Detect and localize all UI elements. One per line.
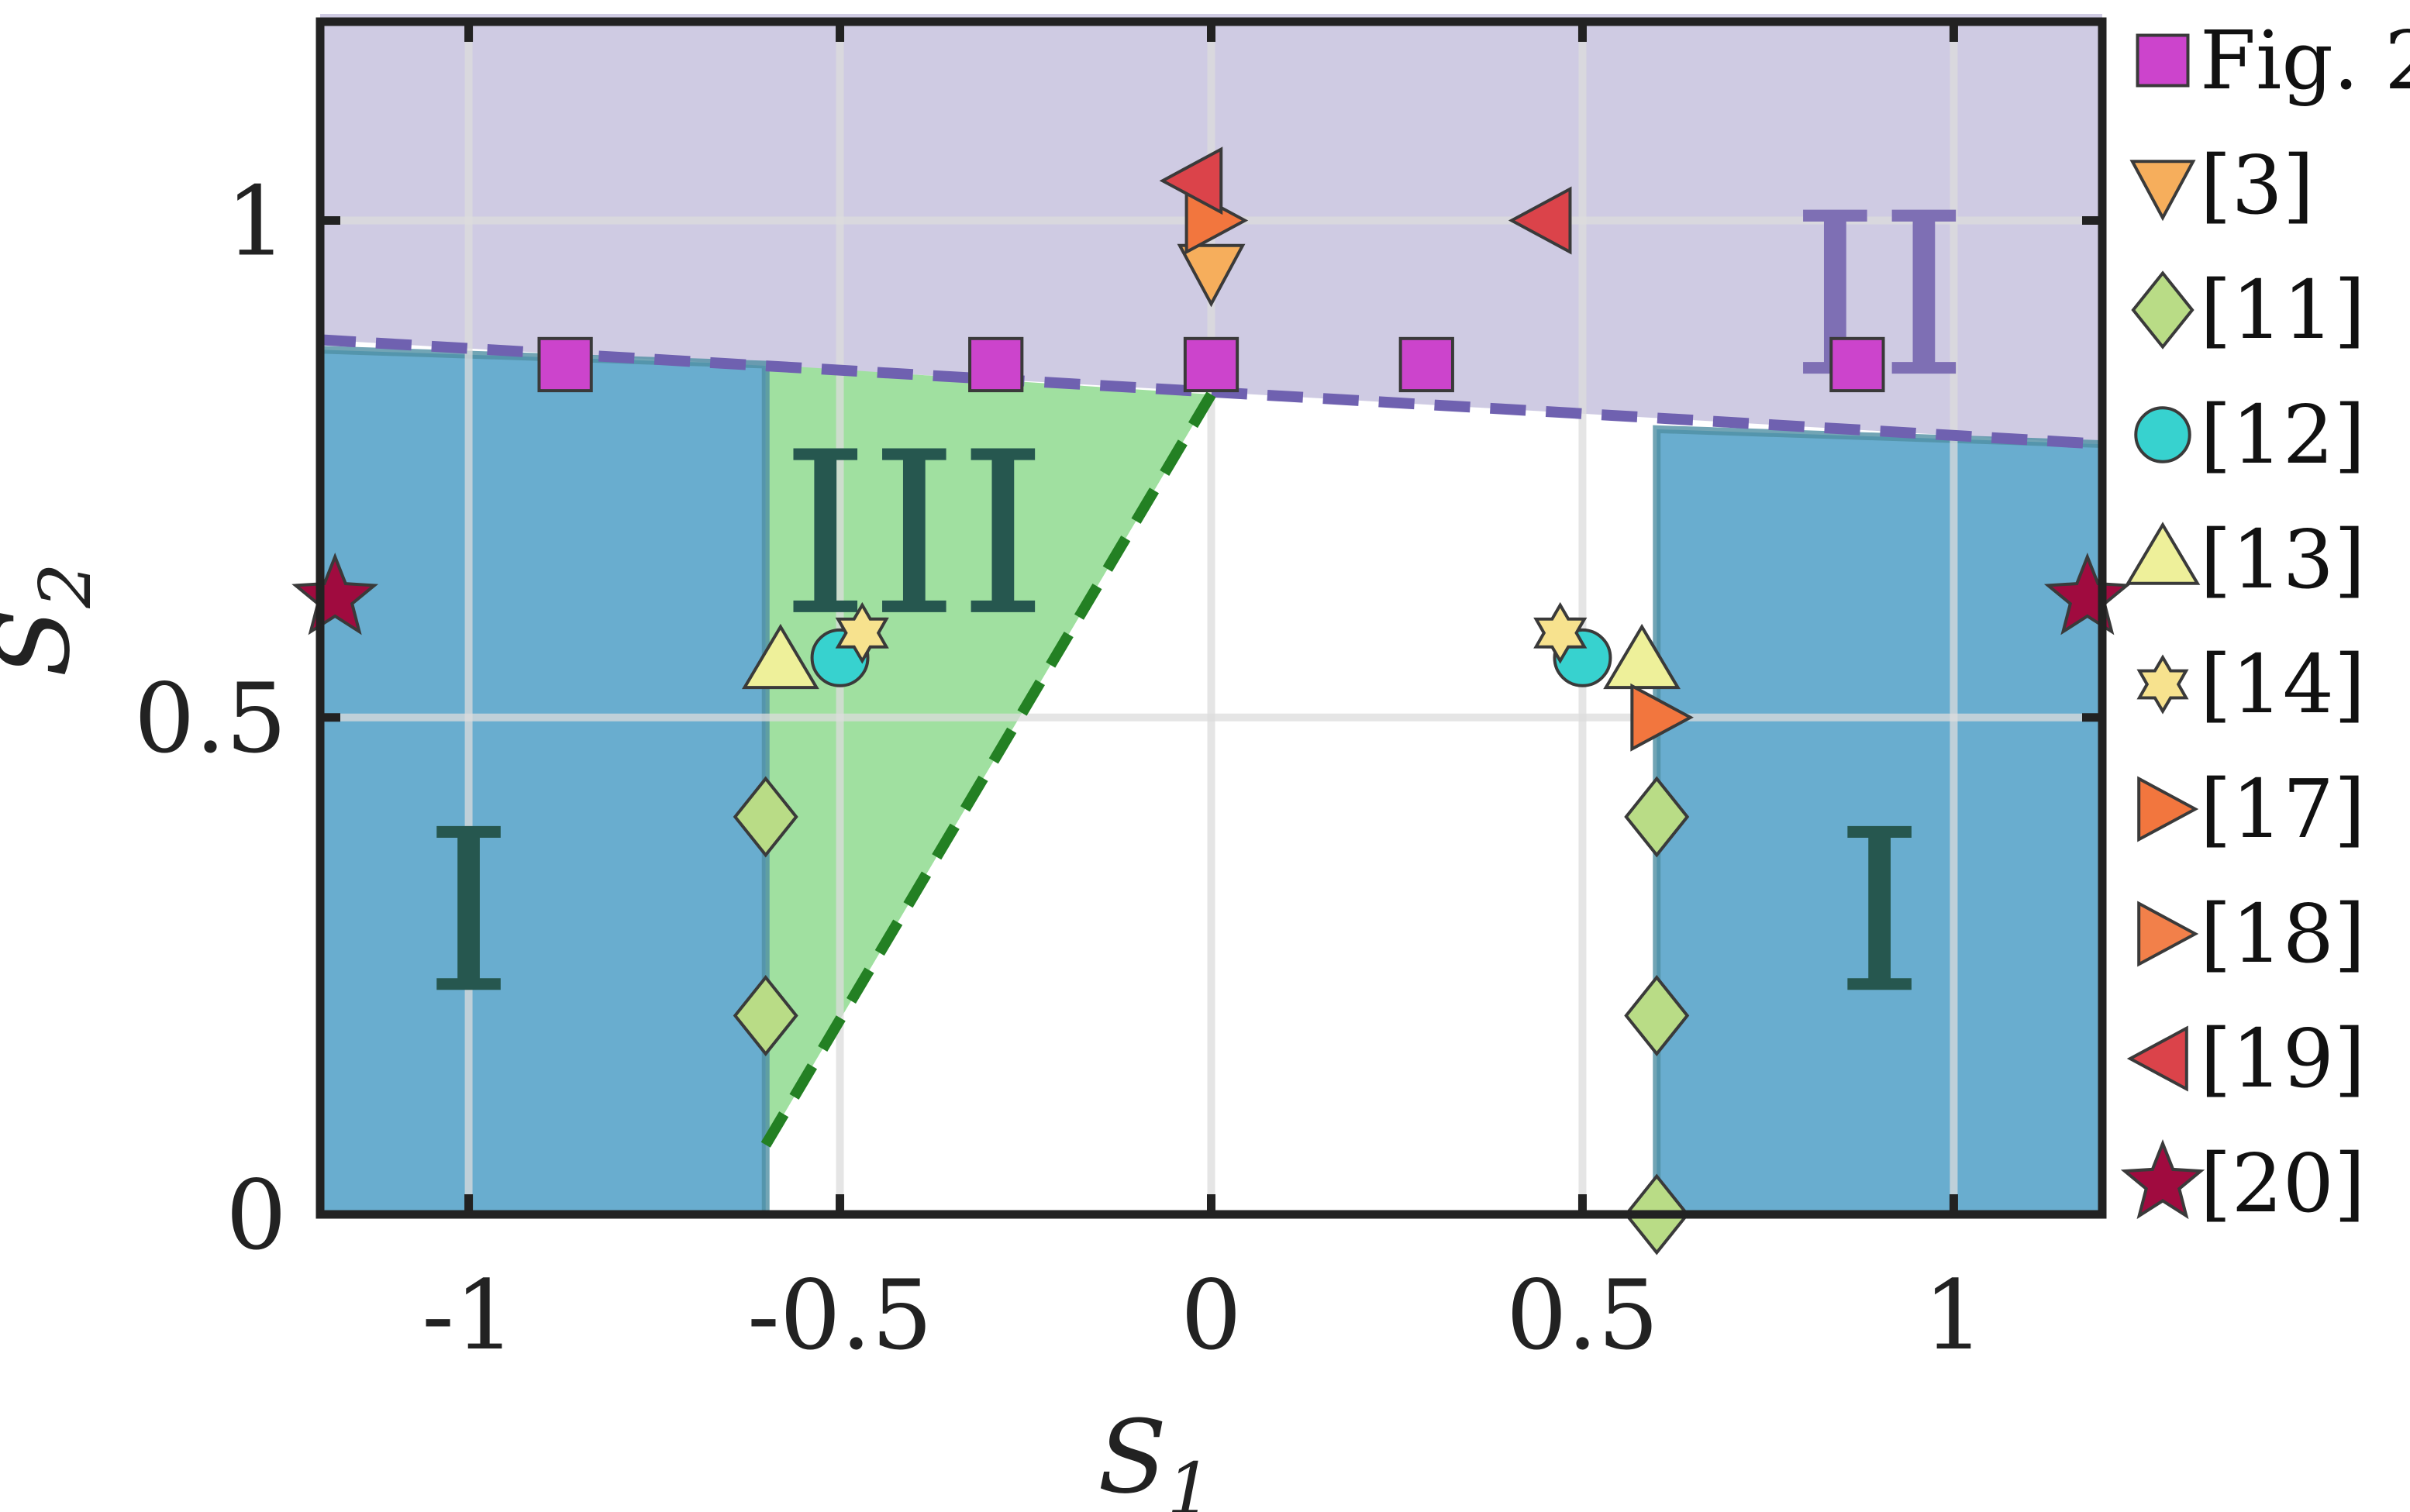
marker-triangle-down-1-0 — [1177, 243, 1246, 308]
legend-label-3: [12] — [2200, 387, 2365, 482]
region-label-i-0: I — [424, 782, 513, 1043]
legend-marker-9 — [2120, 1139, 2205, 1220]
region-label-iii-3: III — [781, 405, 1047, 666]
x-axis-label-sub: 1 — [1167, 1448, 1212, 1512]
legend-label-1: [3] — [2200, 138, 2314, 232]
region-II-boundary — [319, 334, 2103, 450]
marker-square-0-3 — [1398, 336, 1454, 393]
y-tick-label-1: 0.5 — [134, 663, 287, 775]
y-tick-label-0: 0 — [226, 1160, 287, 1272]
legend-marker-8 — [2126, 1025, 2188, 1092]
marker-hexagram-5-0 — [835, 601, 889, 664]
legend-marker-0 — [2136, 33, 2190, 88]
legend-label-0: Fig. 2 — [2200, 13, 2410, 108]
marker-triangle-up-4-0 — [741, 623, 819, 690]
marker-hexagram-5-1 — [1533, 601, 1588, 664]
x-tick-label-4: 1 — [1923, 1260, 1984, 1372]
legend-label-9: [20] — [2200, 1136, 2365, 1231]
marker-diamond-2-2 — [1624, 776, 1690, 858]
marker-star-9-1 — [2043, 553, 2131, 635]
legend-label-2: [11] — [2200, 263, 2365, 357]
y-tick-label-2: 1 — [226, 167, 287, 278]
legend-label-8: [19] — [2200, 1011, 2365, 1106]
legend-marker-7 — [2137, 901, 2199, 967]
marker-star-9-0 — [291, 553, 379, 635]
markers — [291, 146, 2131, 1255]
marker-diamond-2-3 — [1624, 974, 1690, 1057]
legend-marker-2 — [2131, 270, 2195, 350]
legend-marker-3 — [2134, 406, 2191, 463]
legend-marker-1 — [2129, 160, 2196, 222]
legend-label-5: [14] — [2200, 637, 2365, 732]
marker-triangle-left-8-0 — [1159, 146, 1223, 215]
legend-label-6: [17] — [2200, 762, 2365, 856]
marker-square-0-4 — [1829, 336, 1885, 393]
marker-square-0-0 — [537, 336, 593, 393]
y-axis-label-main: S — [0, 608, 92, 677]
y-axis-label-sub: 2 — [24, 563, 107, 609]
region-i-0 — [320, 350, 766, 1215]
marker-triangle-right-6-1 — [1630, 683, 1694, 752]
marker-triangle-left-8-1 — [1508, 186, 1572, 255]
marker-diamond-2-0 — [733, 776, 798, 858]
marker-square-0-2 — [1183, 336, 1239, 393]
region-i-1 — [1657, 429, 2102, 1214]
x-tick-label-0: -1 — [422, 1260, 515, 1372]
ticks — [320, 22, 2102, 1219]
legend-marker-6 — [2137, 776, 2199, 842]
marker-diamond-2-1 — [733, 974, 798, 1057]
legend-marker-4 — [2125, 522, 2201, 585]
legend-marker-5 — [2136, 654, 2189, 715]
region-III-boundary — [760, 391, 1216, 1148]
region-label-i-1: I — [1835, 782, 1924, 1043]
x-tick-label-1: -0.5 — [747, 1260, 933, 1372]
marker-triangle-up-4-1 — [1603, 623, 1681, 690]
x-axis-label-main: S — [1098, 1398, 1167, 1512]
tick-labels: -1 -0.5 0 0.5 1 0 0.5 1 — [134, 167, 1984, 1373]
x-axis-label: S1 — [1098, 1398, 1212, 1512]
x-tick-label-3: 0.5 — [1506, 1260, 1659, 1372]
boundaries — [319, 334, 2103, 1148]
marker-square-0-1 — [968, 336, 1024, 393]
legend: Fig. 2 [3] [11] [12] [13] [14] [17] [18] [19] [20… — [2120, 13, 2410, 1231]
x-tick-label-2: 0 — [1181, 1260, 1242, 1372]
y-axis-label: S2 — [0, 563, 107, 677]
legend-label-7: [18] — [2200, 887, 2365, 981]
legend-label-4: [13] — [2200, 512, 2365, 607]
